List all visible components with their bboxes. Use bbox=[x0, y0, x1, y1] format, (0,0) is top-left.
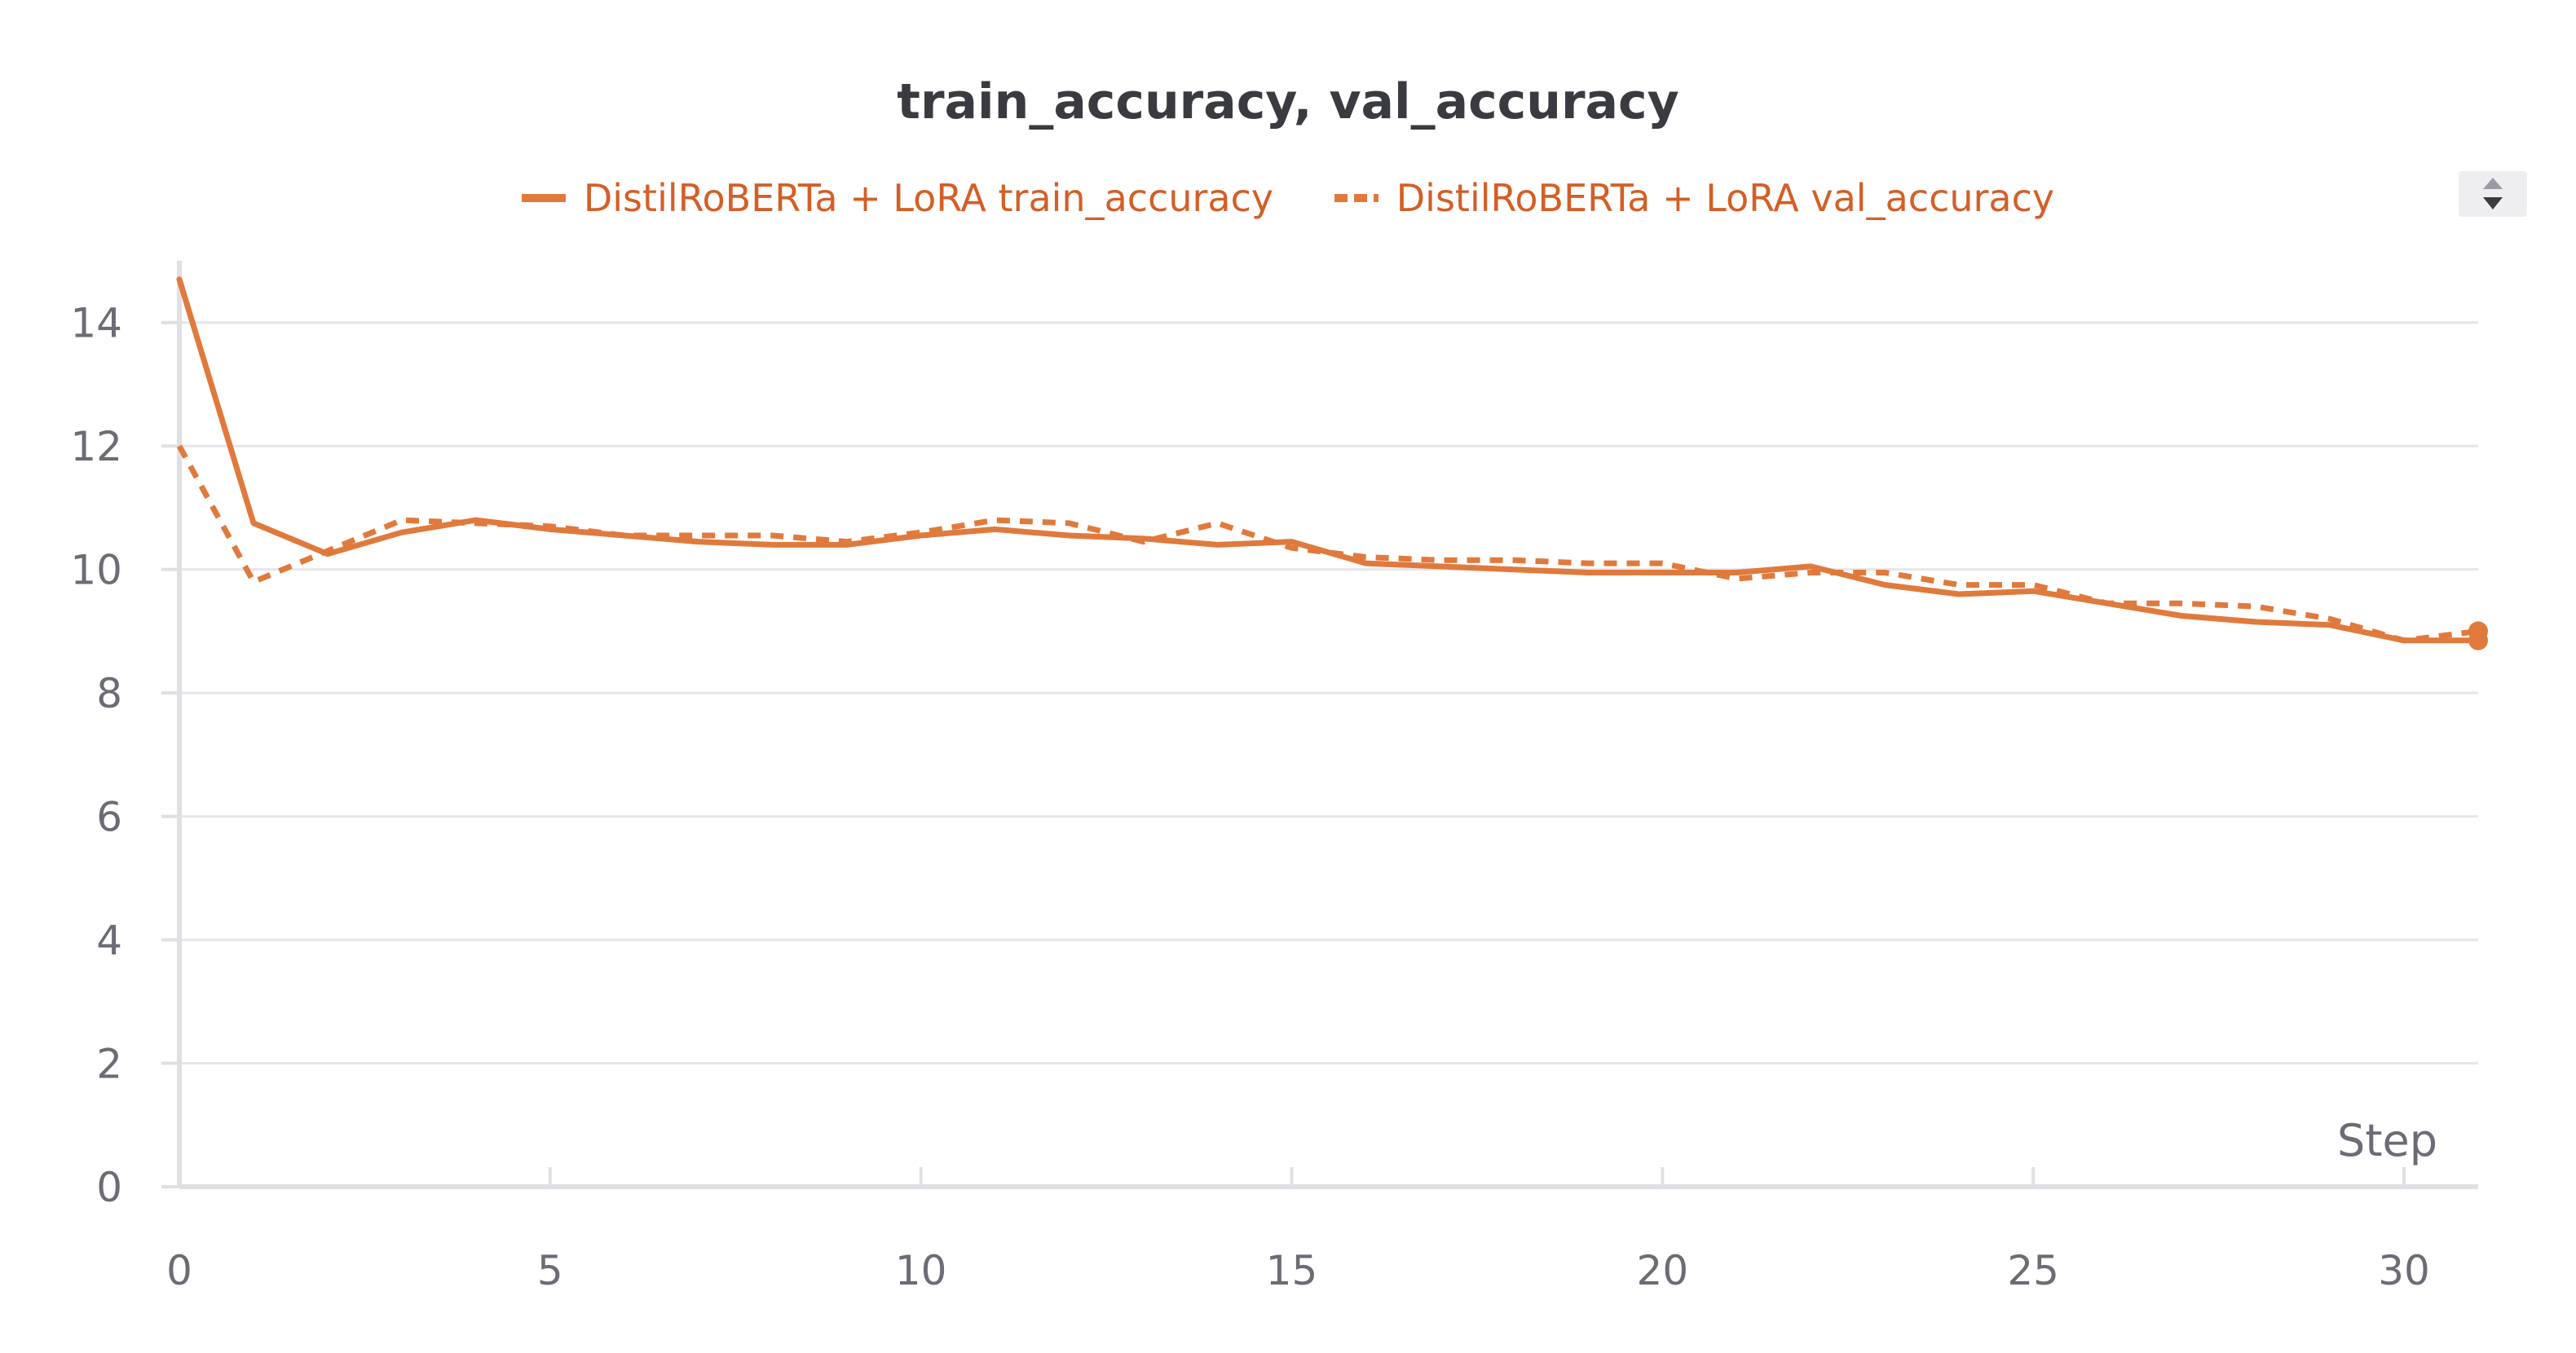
x-tick-label-20: 20 bbox=[1637, 1247, 1689, 1294]
y-tick-label-4: 4 bbox=[96, 917, 122, 964]
chart-title: train_accuracy, val_accuracy bbox=[897, 73, 1679, 130]
x-tick-label-5: 5 bbox=[537, 1247, 563, 1294]
x-tick-label-10: 10 bbox=[895, 1247, 947, 1294]
legend-item-train[interactable]: DistilRoBERTa + LoRA train_accuracy bbox=[521, 176, 1274, 220]
series-line-val bbox=[176, 444, 2479, 644]
legend-scroll-arrows[interactable] bbox=[2459, 171, 2527, 217]
x-tick-label-25: 25 bbox=[2007, 1247, 2059, 1294]
legend-label-val: DistilRoBERTa + LoRA val_accuracy bbox=[1396, 176, 2055, 220]
y-tick-label-0: 0 bbox=[96, 1164, 122, 1211]
series-layer bbox=[176, 276, 2488, 650]
x-axis-title: Step bbox=[2337, 1115, 2437, 1166]
y-tick-label-8: 8 bbox=[96, 670, 122, 717]
legend: DistilRoBERTa + LoRA train_accuracy Dist… bbox=[0, 167, 2576, 220]
x-tick-label-0: 0 bbox=[166, 1247, 192, 1294]
tick-labels: 0 2 4 6 8 10 12 14 0 5 10 15 20 25 30 Step bbox=[70, 300, 2437, 1294]
y-tick-label-2: 2 bbox=[96, 1041, 122, 1088]
series-endpoint-val bbox=[2468, 621, 2488, 641]
legend-swatch-dashed bbox=[1334, 194, 1378, 202]
y-tick-label-10: 10 bbox=[70, 547, 122, 594]
y-tick-label-14: 14 bbox=[70, 300, 122, 347]
legend-label-train: DistilRoBERTa + LoRA train_accuracy bbox=[583, 176, 1274, 220]
y-tick-label-12: 12 bbox=[70, 423, 122, 470]
y-tick-label-6: 6 bbox=[96, 794, 122, 841]
axes bbox=[161, 261, 2478, 1189]
legend-swatch-solid bbox=[521, 194, 566, 202]
updown-arrows-icon bbox=[2483, 178, 2503, 209]
series-line-train bbox=[176, 276, 2481, 644]
grid-lines bbox=[179, 321, 2478, 1065]
legend-item-val[interactable]: DistilRoBERTa + LoRA val_accuracy bbox=[1334, 176, 2054, 220]
x-tick-label-15: 15 bbox=[1266, 1247, 1318, 1294]
x-tick-label-30: 30 bbox=[2378, 1247, 2430, 1294]
